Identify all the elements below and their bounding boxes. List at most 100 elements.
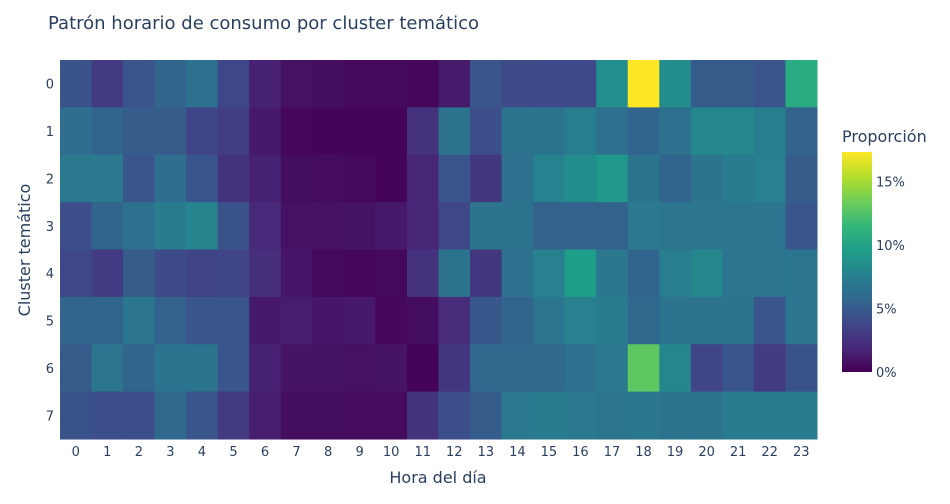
heatmap-cell [375, 391, 408, 440]
y-tick-label: 3 [46, 220, 54, 235]
heatmap-cell [375, 202, 408, 251]
x-tick-label: 6 [261, 445, 269, 460]
heatmap-cell [533, 249, 566, 298]
heatmap-cell [470, 249, 503, 298]
heatmap-cell [91, 60, 124, 108]
heatmap-cell [406, 296, 439, 345]
heatmap-cell [533, 296, 566, 345]
heatmap-cell [375, 344, 408, 393]
heatmap-cell [123, 107, 156, 156]
heatmap-cell [249, 154, 282, 203]
heatmap-cell [501, 202, 534, 251]
heatmap-cell [91, 202, 124, 251]
heatmap-cell [722, 249, 755, 298]
heatmap-cell [533, 107, 566, 156]
x-tick-label: 4 [198, 445, 206, 460]
heatmap-cell [470, 60, 503, 108]
heatmap-cell [154, 60, 187, 108]
heatmap-cell [60, 296, 93, 345]
heatmap-cell [312, 344, 345, 393]
x-tick-label: 16 [572, 445, 589, 460]
heatmap-cell [343, 391, 376, 440]
heatmap-cell [312, 296, 345, 345]
heatmap-cell [406, 202, 439, 251]
heatmap-cell [91, 296, 124, 345]
y-axis-title: Cluster temático [15, 184, 34, 317]
heatmap-cell [60, 202, 93, 251]
heatmap-cell [753, 296, 786, 345]
heatmap-cell [343, 249, 376, 298]
heatmap-cell [785, 107, 818, 156]
heatmap-cell [470, 202, 503, 251]
heatmap-cell [596, 391, 629, 440]
x-tick-label: 21 [730, 445, 747, 460]
heatmap-cell [123, 154, 156, 203]
heatmap-cell [186, 60, 219, 108]
heatmap-cell [596, 296, 629, 345]
heatmap-cell [659, 296, 692, 345]
heatmap-cell [343, 60, 376, 108]
heatmap-cell [470, 296, 503, 345]
heatmap-cell [690, 249, 723, 298]
heatmap-cells [60, 60, 818, 440]
heatmap-cell [596, 344, 629, 393]
y-axis-ticks: 0 1 2 3 4 5 6 7 [46, 78, 54, 425]
x-tick-label: 18 [635, 445, 652, 460]
heatmap-cell [501, 344, 534, 393]
heatmap-cell [785, 249, 818, 298]
heatmap-cell [753, 107, 786, 156]
x-tick-label: 13 [478, 445, 495, 460]
heatmap-cell [564, 154, 597, 203]
heatmap-cell [406, 60, 439, 108]
heatmap-cell [722, 344, 755, 393]
heatmap-cell [91, 391, 124, 440]
heatmap-cell [659, 344, 692, 393]
heatmap-cell [186, 391, 219, 440]
heatmap-cell [470, 391, 503, 440]
heatmap-cell [533, 391, 566, 440]
heatmap-cell [785, 202, 818, 251]
heatmap-cell [280, 154, 313, 203]
x-tick-label: 1 [103, 445, 111, 460]
heatmap-cell [280, 344, 313, 393]
heatmap-cell [722, 60, 755, 108]
x-tick-label: 5 [229, 445, 237, 460]
heatmap-cell [249, 296, 282, 345]
heatmap-cell [312, 107, 345, 156]
x-tick-label: 22 [761, 445, 778, 460]
heatmap-cell [659, 202, 692, 251]
heatmap-cell [627, 202, 660, 251]
heatmap-cell [343, 107, 376, 156]
heatmap-cell [659, 60, 692, 108]
heatmap-cell [564, 296, 597, 345]
x-axis-title: Hora del día [389, 468, 486, 487]
heatmap-cell [154, 154, 187, 203]
heatmap-cell [627, 249, 660, 298]
x-tick-label: 2 [135, 445, 143, 460]
heatmap-cell [533, 60, 566, 108]
heatmap-cell [690, 107, 723, 156]
y-tick-label: 6 [46, 362, 54, 377]
heatmap-cell [785, 344, 818, 393]
heatmap-cell [690, 344, 723, 393]
heatmap-cell [533, 154, 566, 203]
heatmap-cell [91, 154, 124, 203]
heatmap-cell [406, 344, 439, 393]
heatmap-cell [91, 249, 124, 298]
heatmap-cell [564, 249, 597, 298]
colorbar-tick-label: 15% [876, 175, 905, 190]
heatmap-cell [186, 296, 219, 345]
heatmap-cell [785, 391, 818, 440]
heatmap-cell [501, 296, 534, 345]
heatmap-cell [217, 249, 250, 298]
heatmap-cell [60, 249, 93, 298]
heatmap-cell [690, 296, 723, 345]
colorbar-tick-label: 0% [876, 366, 897, 381]
heatmap-cell [501, 60, 534, 108]
heatmap-cell [249, 202, 282, 251]
heatmap-cell [564, 60, 597, 108]
heatmap-cell [722, 107, 755, 156]
heatmap-cell [375, 60, 408, 108]
heatmap-cell [596, 154, 629, 203]
